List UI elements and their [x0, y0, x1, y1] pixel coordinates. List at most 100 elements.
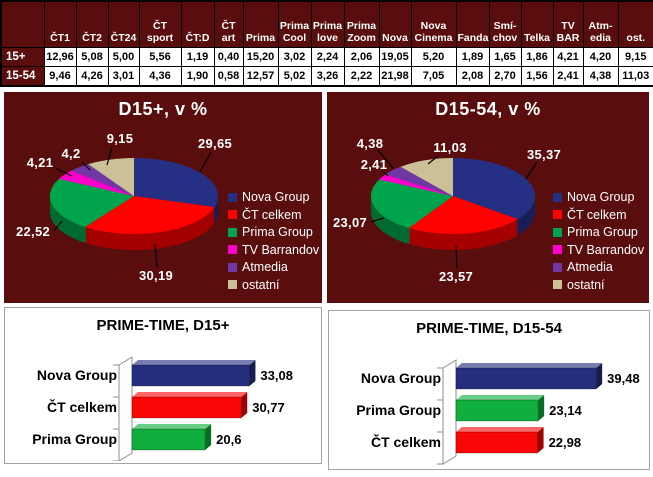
bar-chart-primetime-d15-54 [437, 359, 603, 465]
pie-slices [371, 158, 535, 250]
legend-item: Prima Group [553, 226, 644, 239]
bar-value-label: 33,08 [260, 368, 293, 383]
bar-0 [455, 367, 597, 390]
bar-value-label: 20,6 [216, 432, 242, 447]
legend-label: ČT celkem [567, 207, 627, 222]
table-cell: 19,05 [378, 47, 412, 67]
table-cell: 4,26 [75, 66, 109, 87]
pie-slice-3 [379, 174, 453, 196]
pie-value-label: 22,52 [15, 224, 51, 239]
bar-1 [455, 399, 539, 422]
pie-value-label: 35,37 [526, 147, 562, 162]
pie-slice-4 [385, 166, 453, 196]
bar-value-label: 23,14 [549, 403, 582, 418]
bar-0 [131, 364, 250, 387]
bar-top-face [132, 424, 212, 429]
bar-title-primetime-d15plus: PRIME-TIME, D15+ [96, 317, 230, 334]
table-cell: 5,02 [277, 66, 312, 87]
bar-2 [455, 431, 538, 454]
legend-swatch [228, 262, 237, 272]
row-label: 15+ [0, 47, 45, 67]
legend-item: Atmedia [553, 261, 644, 274]
pie-legend: Nova Group ČT celkem Prima Group TV Barr… [228, 191, 319, 291]
column-header-3: ČT sport [138, 0, 182, 48]
pie-panel-d15plus: D15+, v % 29,65 30,19 22,52 4,21 4,2 9,1… [4, 92, 322, 303]
bar-side-face [241, 392, 248, 418]
table-cell: 2,41 [552, 66, 584, 87]
pie-title-d15-54: D15-54, v % [435, 99, 541, 119]
bar-side-face [538, 395, 545, 421]
bar-side-face [249, 360, 256, 386]
table-cell: 1,86 [520, 47, 554, 67]
legend-label: Atmedia [242, 260, 288, 274]
legend-swatch [553, 245, 562, 255]
axis-wall [442, 359, 457, 465]
legend-swatch [553, 192, 562, 202]
column-header-17: ost. [617, 0, 653, 48]
table-cell: 5,08 [75, 47, 109, 67]
column-header-11: Nova Cinema [410, 0, 457, 48]
legend-item: ostatní [228, 278, 319, 292]
legend-label: TV Barrandov [242, 242, 320, 257]
bar-side-face [205, 424, 212, 450]
legend-label: Atmedia [567, 260, 613, 274]
pie-slice-4 [71, 164, 134, 196]
legend-label: Prima Group [242, 225, 313, 239]
bar-category-label: Prima Group [32, 431, 117, 447]
legend-label: Nova Group [567, 190, 635, 204]
table-row: 15-54 9,46 4,26 3,01 4,36 1,90 0,58 12,57 5,02 3,… [0, 66, 653, 87]
legend-label: ČT celkem [242, 207, 302, 222]
table-cell: 4,36 [138, 66, 182, 87]
bar-1 [131, 396, 242, 419]
column-header-14: Telka [520, 0, 554, 48]
pie-value-label: 11,03 [433, 140, 467, 155]
pie-slice-2 [50, 178, 134, 227]
pie-legend: Nova Group ČT celkem Prima Group TV Barr… [553, 191, 644, 291]
bar-panel-primetime-d15-54: PRIME-TIME, D15-54 Nova Group Prima Grou… [328, 310, 650, 470]
table-cell: 4,38 [582, 66, 619, 87]
table-cell: 3,02 [277, 47, 312, 67]
legend-swatch [228, 210, 237, 220]
bar-category-label: Nova Group [360, 370, 441, 386]
pie-slice-0 [134, 158, 218, 207]
legend-swatch [553, 262, 562, 272]
legend-swatch [228, 280, 237, 290]
table-cell: 9,15 [617, 47, 653, 67]
column-header-5: ČT art [213, 0, 244, 48]
table-cell: 2,22 [343, 66, 380, 87]
table-cell: 5,00 [107, 47, 140, 67]
legend-label: TV Barrandov [567, 242, 645, 257]
legend-item: ostatní [553, 278, 644, 292]
legend-label: Nova Group [242, 190, 310, 204]
column-header-4: ČT:D [180, 0, 215, 48]
table-cell: 1,90 [180, 66, 215, 87]
table-body: 15+ 12,96 5,08 5,00 5,56 1,19 0,40 15,20 3,02 2,2… [0, 47, 653, 87]
legend-item: TV Barrandov [228, 242, 320, 257]
table-cell: 2,70 [488, 66, 522, 87]
table-cell: 12,57 [242, 66, 279, 87]
pie-panel-d15-54: D15-54, v % 35,37 23,57 23,07 2,41 4,38 … [327, 92, 649, 303]
column-header-12: Fanda [455, 0, 490, 48]
table-cell: 21,98 [378, 66, 412, 87]
legend-item: Atmedia [228, 261, 319, 274]
bar-top-face [456, 395, 545, 400]
legend-swatch [228, 192, 237, 202]
column-header-9: Prima Zoom [343, 0, 380, 48]
bar-title-primetime-d15-54: PRIME-TIME, D15-54 [416, 320, 562, 337]
column-header-13: Smí-chov [488, 0, 522, 48]
table-header-row: ČT1 ČT2 ČT24 ČT sport ČT:D ČT art Prima Prima C… [0, 0, 653, 48]
bar-panel-primetime-d15plus: PRIME-TIME, D15+ Nova Group ČT celkem Pr… [4, 307, 322, 464]
pie-value-label: 9,15 [106, 131, 134, 146]
bar-top-face [456, 427, 544, 432]
bar-category-label: Nova Group [36, 367, 117, 383]
column-header-10: Nova [378, 0, 412, 48]
table-cell: 1,89 [455, 47, 490, 67]
pie-slice-3 [58, 170, 135, 196]
bar-top-face [456, 363, 603, 368]
bar-top-face [132, 392, 248, 397]
bar-category-label: ČT celkem [46, 399, 117, 415]
table-cell: 1,19 [180, 47, 215, 67]
legend-label: Prima Group [567, 225, 638, 239]
table-corner-cell [0, 0, 45, 48]
pie-slice-5 [400, 158, 453, 196]
